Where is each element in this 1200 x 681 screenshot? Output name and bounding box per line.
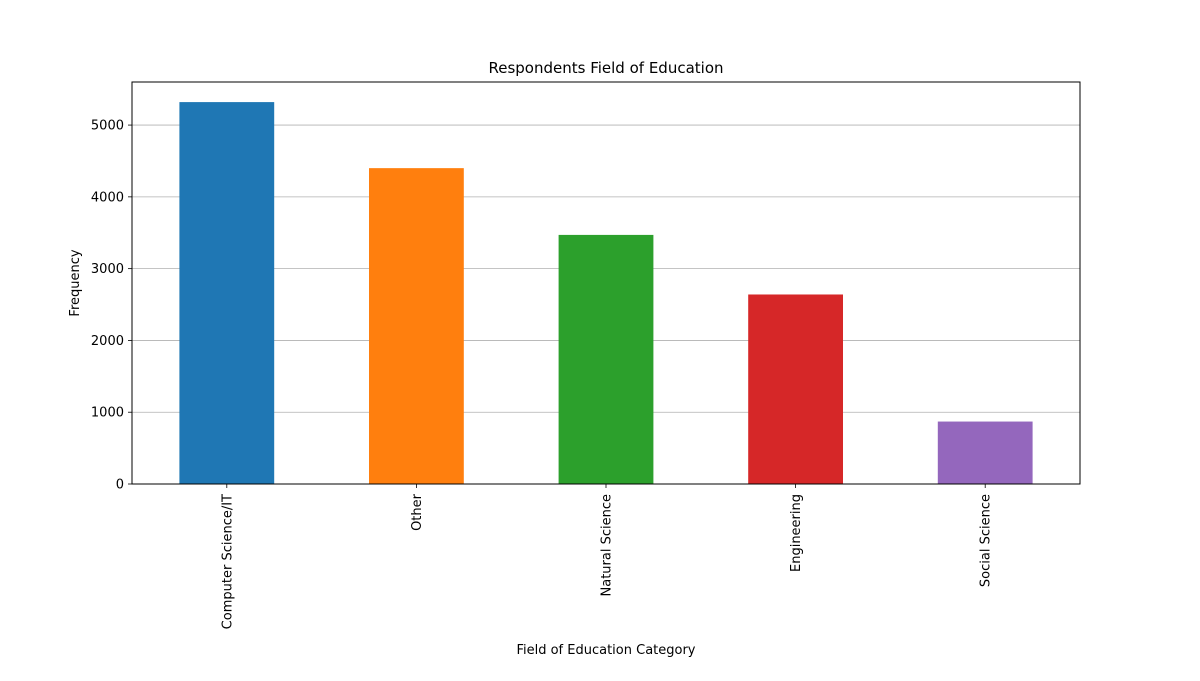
x-tick-label: Engineering bbox=[789, 494, 804, 572]
x-axis-label: Field of Education Category bbox=[516, 643, 695, 658]
y-tick-label: 5000 bbox=[91, 119, 124, 134]
x-tick-label: Social Science bbox=[979, 494, 994, 587]
bar bbox=[558, 234, 654, 484]
y-tick-label: 4000 bbox=[91, 190, 124, 205]
x-axis: Computer Science/IT Other Natural Science E… bbox=[220, 484, 994, 629]
x-tick-label: Other bbox=[410, 493, 425, 531]
bar bbox=[369, 168, 464, 484]
x-tick-label: Natural Science bbox=[600, 494, 615, 596]
bar bbox=[748, 294, 843, 484]
y-axis-label: Frequency bbox=[68, 249, 83, 316]
y-tick-label: 1000 bbox=[91, 406, 124, 421]
bar bbox=[937, 421, 1033, 484]
y-axis: 0 1000 2000 3000 4000 5000 bbox=[91, 119, 132, 493]
bars bbox=[179, 102, 1033, 484]
y-tick-label: 2000 bbox=[91, 334, 124, 349]
y-tick-label: 0 bbox=[116, 478, 124, 493]
bar bbox=[179, 102, 275, 484]
chart-title: Respondents Field of Education bbox=[488, 59, 723, 77]
y-tick-label: 3000 bbox=[91, 262, 124, 277]
x-tick-label: Computer Science/IT bbox=[220, 494, 235, 629]
